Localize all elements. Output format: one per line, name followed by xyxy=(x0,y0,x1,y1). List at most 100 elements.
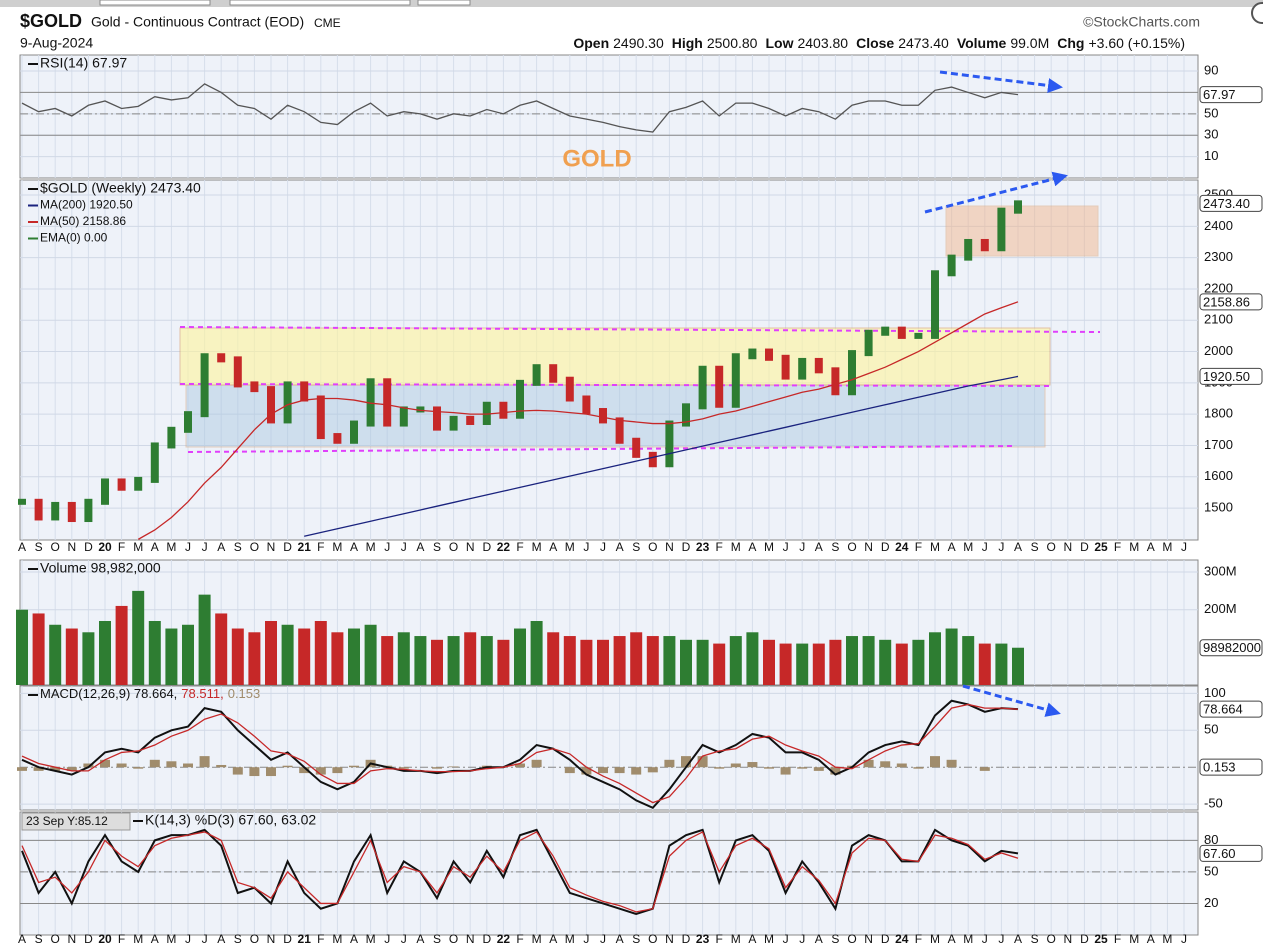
x-tick-label: N xyxy=(1063,932,1072,945)
close-icon[interactable] xyxy=(1251,2,1263,24)
volume-bar xyxy=(829,639,842,685)
annotation: GOLD xyxy=(562,145,631,172)
x-tick-label: M xyxy=(366,932,376,945)
x-tick-label: J xyxy=(583,540,589,554)
volume-bar xyxy=(331,632,344,685)
y-tick-label: 2200 xyxy=(1204,280,1233,295)
x-tick-label: M xyxy=(764,540,774,554)
panel-bg xyxy=(19,811,1199,936)
quote-label: Low xyxy=(765,35,793,51)
x-tick-label: J xyxy=(600,932,606,945)
y-tick-label: 1800 xyxy=(1204,406,1233,421)
quote-label: High xyxy=(672,35,703,51)
x-tick-label: M xyxy=(963,540,973,554)
candle xyxy=(200,353,209,418)
x-tick-label: J xyxy=(783,540,789,554)
histogram-bar xyxy=(515,763,525,768)
panel-bg xyxy=(19,685,1199,811)
x-tick-label: A xyxy=(416,932,424,945)
x-tick-label: N xyxy=(864,540,873,554)
x-tick-label: O xyxy=(449,540,458,554)
x-tick-label: S xyxy=(831,932,839,945)
x-tick-label: N xyxy=(864,932,873,945)
candle xyxy=(897,326,906,339)
x-tick-label: 22 xyxy=(497,932,511,945)
x-tick-label: S xyxy=(433,540,441,554)
x-tick-label: O xyxy=(847,932,856,945)
exchange: CME xyxy=(314,16,341,30)
x-tick-label: J xyxy=(982,540,988,554)
volume-bar xyxy=(480,636,493,685)
candle xyxy=(632,437,641,458)
legend: K(14,3) %D(3) 67.60, 63.02 xyxy=(145,812,316,828)
candle xyxy=(366,378,375,427)
toolbar-box xyxy=(229,0,411,6)
x-tick-label: F xyxy=(317,932,324,945)
x-tick-label: M xyxy=(1162,932,1172,945)
volume-bar xyxy=(397,632,410,685)
x-tick-label: J xyxy=(799,932,805,945)
x-tick-label: 22 xyxy=(497,540,511,554)
x-tick-label: 23 xyxy=(696,540,710,554)
volume-bar xyxy=(231,628,244,685)
candle xyxy=(333,433,342,444)
last-value-label: 2473.40 xyxy=(1203,196,1250,211)
histogram-bar xyxy=(299,767,310,774)
y-tick-label: 2400 xyxy=(1204,218,1233,233)
volume-bar xyxy=(630,632,643,685)
x-tick-label: A xyxy=(815,932,823,945)
histogram-bar xyxy=(332,767,343,774)
candle xyxy=(1014,200,1022,214)
candle xyxy=(881,326,890,336)
x-tick-label: O xyxy=(449,932,458,945)
x-tick-label: D xyxy=(881,932,890,945)
last-value-label: 1920.50 xyxy=(1203,369,1250,384)
x-tick-label: M xyxy=(133,540,143,554)
x-tick-label: A xyxy=(616,932,624,945)
histogram-bar xyxy=(797,767,808,769)
volume-bar xyxy=(298,628,311,685)
x-tick-label: O xyxy=(847,540,856,554)
histogram-bar xyxy=(664,759,675,768)
arrow xyxy=(939,70,1063,93)
x-tick-label: J xyxy=(202,932,208,945)
candle xyxy=(433,406,441,431)
zone xyxy=(185,384,1046,448)
x-tick-label: A xyxy=(18,540,26,554)
x-tick-label: N xyxy=(67,932,76,945)
x-tick-label: J xyxy=(1181,932,1187,945)
legend: MA(50) 2158.86 xyxy=(40,214,126,228)
candle xyxy=(466,415,475,425)
toolbar-box xyxy=(417,0,471,6)
volume-bar xyxy=(547,632,560,685)
volume-bar xyxy=(962,636,975,685)
candle xyxy=(516,379,524,419)
candle xyxy=(731,353,740,408)
x-tick-label: F xyxy=(516,932,523,945)
candle xyxy=(615,417,624,444)
volume-bar xyxy=(464,632,477,685)
volume-bar xyxy=(729,636,742,685)
x-tick-label: N xyxy=(67,540,76,554)
x-tick-label: M xyxy=(930,540,940,554)
last-value-box xyxy=(1199,367,1263,385)
toolbar xyxy=(0,0,1263,7)
x-tick-label: M xyxy=(1162,540,1172,554)
tooltip: 23 Sep Y:85.12 xyxy=(26,814,108,828)
volume-bar xyxy=(514,628,526,685)
x-tick-label: M xyxy=(565,932,575,945)
x-tick-label: M xyxy=(532,540,542,554)
x-tick-label: A xyxy=(217,540,225,554)
volume-bar xyxy=(431,639,443,685)
y-tick-label: 2300 xyxy=(1204,249,1233,264)
x-tick-label: M xyxy=(332,540,342,554)
toolbar-box xyxy=(99,0,211,6)
histogram-bar xyxy=(199,756,210,768)
x-tick-label: M xyxy=(963,932,973,945)
x-tick-label: D xyxy=(482,540,491,554)
candle xyxy=(997,207,1006,252)
histogram-bar xyxy=(979,767,990,771)
x-tick-label: A xyxy=(549,540,557,554)
volume-bar xyxy=(663,636,676,685)
